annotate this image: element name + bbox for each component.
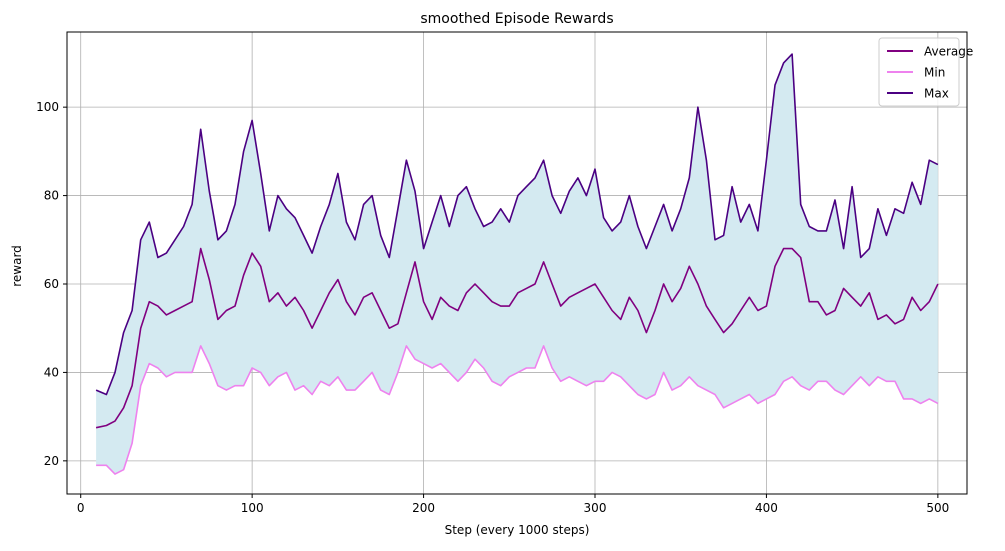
x-tick-label: 400 xyxy=(755,501,778,515)
legend-label-max: Max xyxy=(924,87,949,101)
x-tick-label: 100 xyxy=(241,501,264,515)
y-tick-label: 20 xyxy=(44,454,59,468)
y-tick-label: 40 xyxy=(44,365,59,379)
legend-box xyxy=(878,37,960,107)
y-axis-label: reward xyxy=(10,245,24,287)
x-tick-label: 500 xyxy=(926,501,949,515)
x-axis-ticks: 0 100 200 300 400 500 xyxy=(77,494,949,515)
series-lines xyxy=(95,53,939,475)
series-line-average xyxy=(95,247,939,429)
chart-title: smoothed Episode Rewards xyxy=(420,11,613,27)
y-tick-label: 80 xyxy=(44,189,59,203)
y-tick-label: 100 xyxy=(36,100,59,114)
y-axis-ticks: 20 40 60 80 100 xyxy=(36,100,67,468)
fill-between-layer xyxy=(96,54,938,475)
y-tick-label: 60 xyxy=(44,277,59,291)
min-max-fill-band xyxy=(96,54,938,475)
series-line-max xyxy=(95,53,939,396)
x-tick-label: 300 xyxy=(584,501,607,515)
series-line-min xyxy=(96,345,939,475)
legend-label-min: Min xyxy=(924,66,945,80)
x-tick-label: 200 xyxy=(412,501,435,515)
legend-label-average: Average xyxy=(924,45,973,59)
x-axis-label: Step (every 1000 steps) xyxy=(445,523,590,537)
legend: Average Min Max xyxy=(878,37,973,107)
x-tick-label: 0 xyxy=(77,501,85,515)
plot-area-frame xyxy=(66,31,968,495)
